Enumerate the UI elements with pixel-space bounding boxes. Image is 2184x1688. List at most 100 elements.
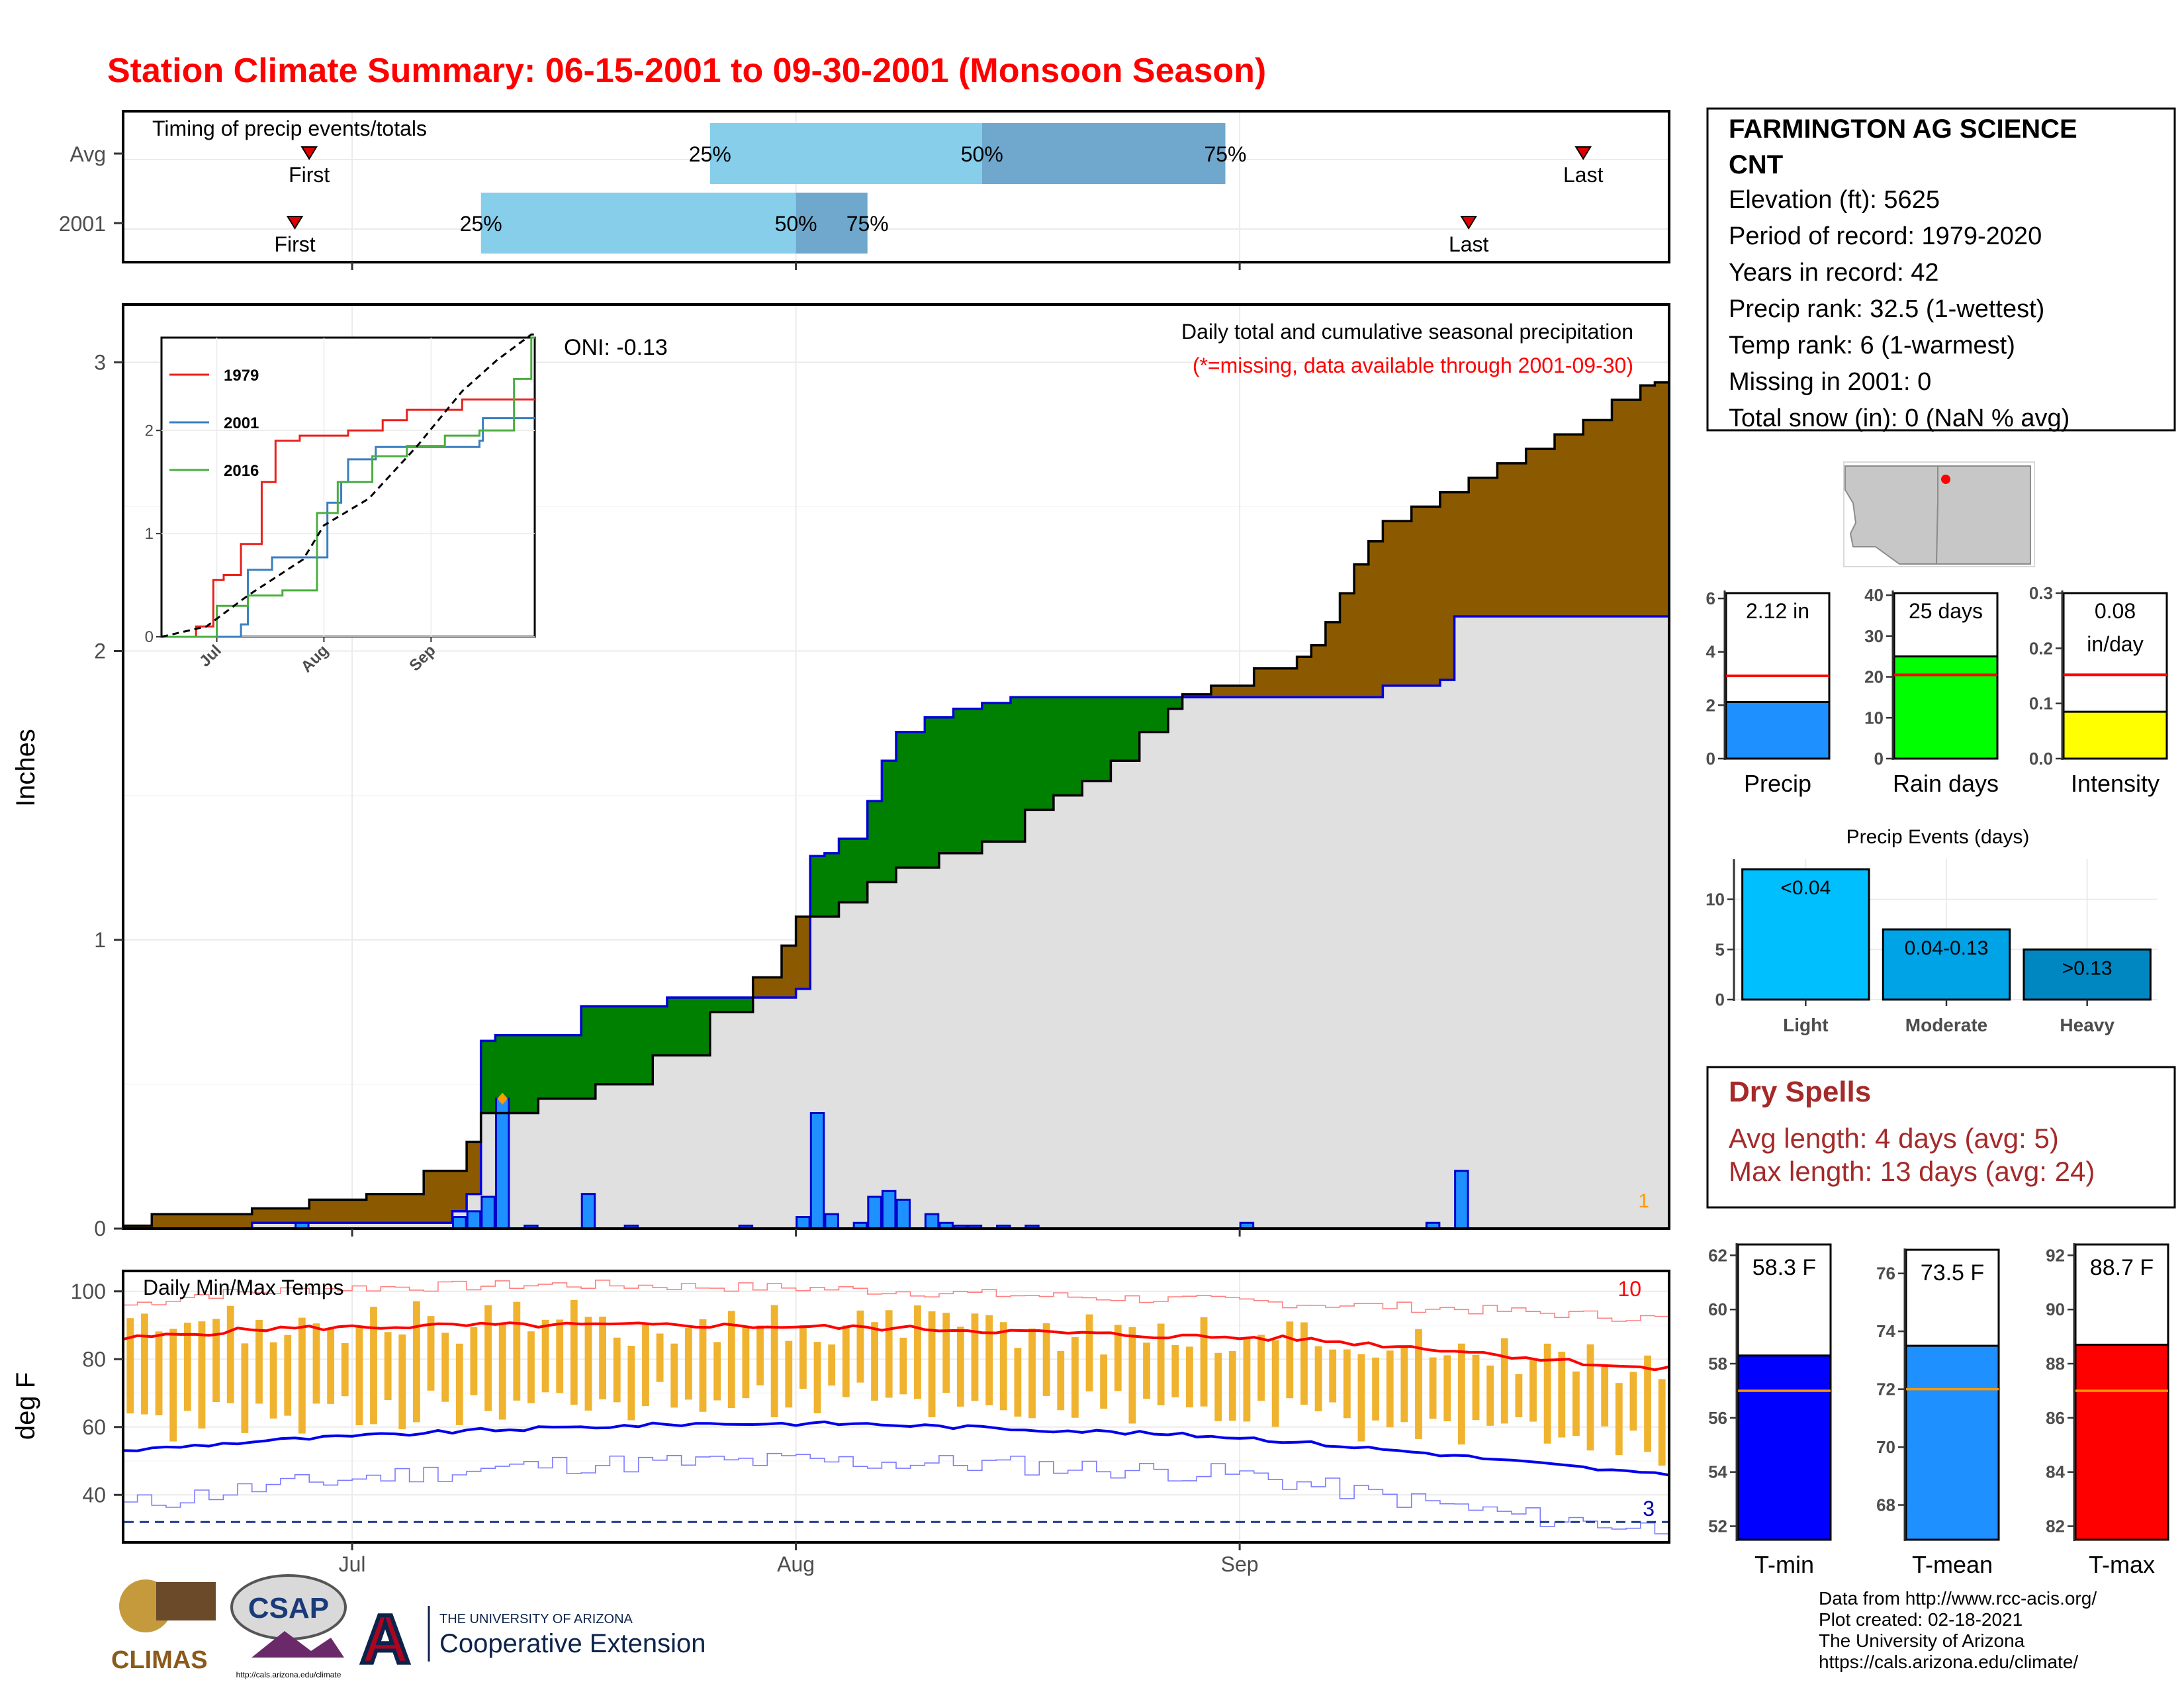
daily-temp-range-bar	[1429, 1357, 1437, 1419]
precip-base-fill	[767, 998, 782, 1229]
precip-base-fill	[1397, 685, 1412, 1229]
precip-surplus-fill	[739, 998, 754, 1012]
precip-deficit-fill	[1225, 685, 1240, 698]
temp-gauge-tick-label: 58	[1708, 1354, 1727, 1374]
temps-grid	[123, 1271, 1669, 1542]
gauge-tick-label: 0	[1874, 749, 1884, 769]
precip-base-fill	[696, 1055, 711, 1229]
daily-temp-range-bar	[198, 1321, 206, 1429]
daily-precip-bar	[824, 1213, 839, 1230]
gauge-tick-label: 0.0	[2029, 749, 2053, 769]
temp-gauge-value-label: 73.5 F	[1921, 1260, 1984, 1286]
daily-temp-range-bar	[470, 1327, 478, 1395]
record-max-count: 10	[1617, 1277, 1641, 1301]
timing-row-label-2001: 2001	[59, 212, 106, 236]
events-bar-moderate	[1882, 928, 2011, 1001]
precip-surplus-fill	[510, 1035, 525, 1113]
precip-base-fill	[1411, 685, 1426, 1229]
precip-surplus-fill	[810, 856, 825, 917]
precip-deficit-fill	[381, 1194, 396, 1223]
precip-base-fill	[739, 1011, 754, 1229]
precip-base-fill	[381, 1223, 396, 1229]
record-min-count: 3	[1643, 1497, 1655, 1521]
precip-deficit-fill	[437, 1170, 453, 1223]
precip-deficit-fill	[1597, 420, 1613, 617]
precip-y-tick-label: 0	[94, 1217, 106, 1241]
precip-y-axis-label: Inches	[11, 729, 40, 807]
precip-base-fill	[437, 1223, 453, 1229]
temp-gauge-tick-label: 92	[2046, 1245, 2065, 1265]
temp-gauge-tick-label: 60	[1708, 1299, 1727, 1319]
precip-base-fill	[1167, 708, 1183, 1229]
precip-plot	[123, 381, 1670, 1230]
daily-temp-range-bar	[613, 1337, 621, 1403]
climas-cloud-icon	[156, 1582, 216, 1620]
precip-deficit-fill	[796, 916, 811, 989]
climas-logo: CLIMAS	[111, 1579, 216, 1674]
precip-deficit-fill	[1354, 564, 1369, 698]
precip-base-fill	[910, 867, 925, 1229]
last-event-label-avg: Last	[1563, 163, 1604, 187]
daily-temp-range-bar	[1558, 1351, 1566, 1438]
precip-surplus-fill	[480, 1041, 496, 1113]
precip-events-title: Precip Events (days)	[1846, 826, 2030, 848]
precip-deficit-fill	[137, 1225, 152, 1229]
daily-temp-range-bar	[1271, 1340, 1279, 1427]
precip-axes: 0 1 2 3	[94, 350, 1241, 1241]
daily-temp-range-bar	[584, 1317, 592, 1411]
station-detail-line: Years in record: 42	[1729, 259, 1939, 287]
events-y-tick-label: 0	[1715, 990, 1725, 1009]
daily-temp-range-bar	[484, 1305, 492, 1411]
ua-cooperative-extension: Cooperative Extension	[439, 1629, 705, 1658]
timing-bar-25-50-2001	[480, 193, 796, 254]
precip-deficit-fill	[223, 1214, 238, 1229]
daily-temp-range-bar	[670, 1343, 678, 1408]
temp-gauge-tick-label: 88	[2046, 1354, 2065, 1374]
daily-temp-range-bar	[1128, 1327, 1136, 1424]
gauge-tick-label: 0.2	[2029, 638, 2053, 658]
daily-temp-range-bar	[1243, 1337, 1251, 1422]
precip-surplus-fill	[495, 1035, 510, 1113]
credit-url: https://cals.arizona.edu/climate/	[1819, 1652, 2078, 1672]
precip-base-fill	[1454, 616, 1469, 1229]
daily-temp-range-bar	[1171, 1344, 1179, 1397]
inset-line-1979	[161, 399, 535, 638]
gauge-intensity: 0.0 0.1 0.2 0.3 0.08 in/day Intensity	[2029, 583, 2168, 797]
precip-base-fill	[1383, 685, 1398, 1229]
precip-deficit-fill	[1368, 541, 1384, 698]
precip-deficit-fill	[1583, 420, 1598, 617]
precip-y-tick-label: 1	[94, 928, 106, 952]
events-y-tick-label: 10	[1706, 890, 1725, 910]
precip-deficit-fill	[1240, 685, 1255, 698]
gauge-label: Precip	[1744, 770, 1811, 797]
inset-y-tick-label: 1	[145, 525, 154, 543]
precip-deficit-fill	[1197, 694, 1212, 698]
daily-precip-bar	[494, 1098, 510, 1230]
daily-temp-range-bar	[1057, 1350, 1065, 1411]
last-event-marker-2001	[1460, 216, 1477, 230]
daily-temp-range-bar	[341, 1342, 349, 1397]
precip-base-fill	[925, 867, 940, 1229]
temp-gauge-tick-label: 70	[1876, 1437, 1895, 1457]
precip-base-fill	[1340, 697, 1355, 1229]
precip-base-fill	[1569, 616, 1584, 1229]
events-x-tick-label: Light	[1783, 1015, 1828, 1035]
logos: CLIMAS CSAP http://cals.arizona.edu/clim…	[111, 1574, 705, 1680]
temp-gauge-t-mean: 68 70 72 74 76 73.5 F T-mean	[1876, 1248, 2000, 1578]
precip-surplus-fill	[624, 1006, 639, 1084]
events-y-tick-label: 5	[1715, 939, 1725, 959]
precip-description: Daily total and cumulative seasonal prec…	[1181, 320, 1633, 344]
precip-base-fill	[1039, 810, 1054, 1229]
precip-base-fill	[867, 882, 882, 1229]
cumulative-2001-line	[123, 615, 1669, 1230]
daily-temp-range-bar	[985, 1315, 993, 1405]
precip-deficit-fill	[767, 977, 782, 998]
dry-spells-box: Dry Spells Avg length: 4 days (avg: 5) M…	[1706, 1066, 2176, 1209]
precip-base-fill	[781, 998, 797, 1229]
temps-axes: 40 60 80 100 Jul Aug Sep	[71, 1280, 1259, 1576]
precip-surplus-fill	[1111, 697, 1126, 761]
temps-y-tick-label: 100	[71, 1280, 106, 1303]
daily-temp-range-bar	[1386, 1350, 1394, 1428]
precip-base-fill	[1096, 780, 1112, 1229]
daily-temp-range-bar	[1644, 1355, 1651, 1452]
